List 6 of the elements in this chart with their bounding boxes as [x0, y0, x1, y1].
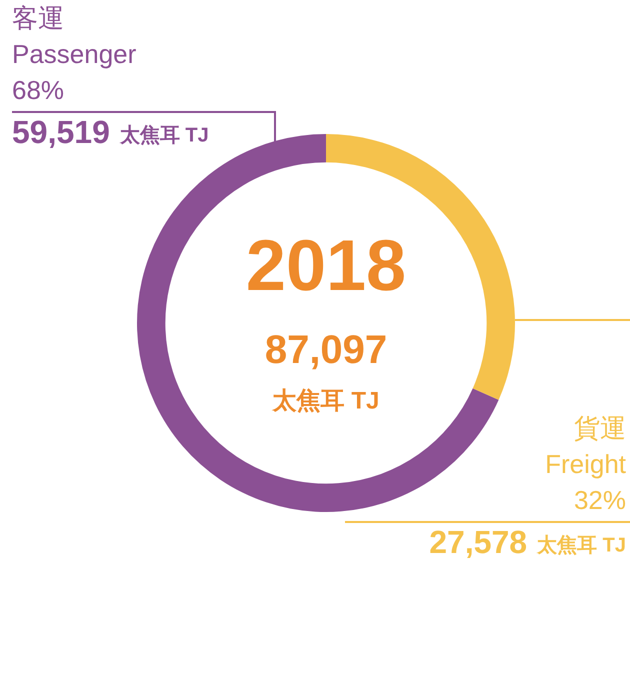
data-label: 68% 59,519 太焦耳 TJ: [12, 75, 209, 150]
slice-label: 客運 Passenger: [12, 3, 137, 70]
text: 32% 27,578 太焦耳 TJ: [429, 485, 626, 560]
text: 87,097 太焦耳 TJ: [264, 328, 388, 415]
slice-label: 貨運 Freight: [545, 413, 627, 480]
text: 2018: [246, 226, 406, 306]
